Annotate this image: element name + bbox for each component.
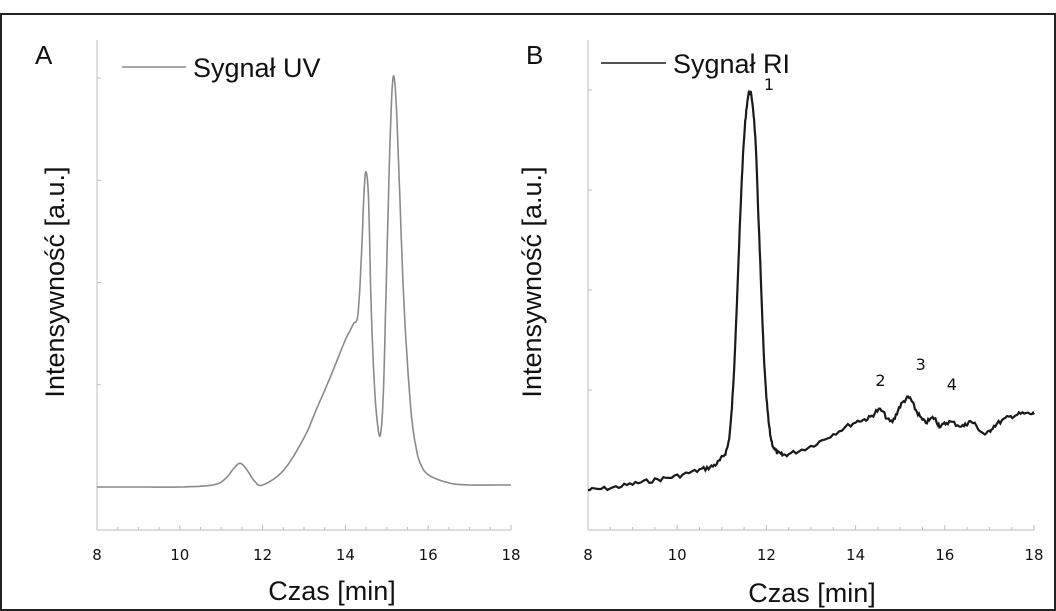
panel-b-legend-label: Sygnał RI [673,49,790,79]
panel-a-letter: A [35,40,53,70]
panel-a-x-tick-label: 16 [419,546,438,564]
panel-a-x-tick-label: 12 [253,546,272,564]
panel-a-legend-label: Sygnał UV [193,53,321,83]
panel-a-x-tick-label: 10 [170,546,189,564]
peak-label-3: 3 [916,355,926,374]
panel-b-x-tick-label: 12 [757,546,776,564]
panel-a-uv-signal-line [97,74,511,488]
panel-a-x-tick-label: 18 [501,546,520,564]
peak-label-1: 1 [764,75,774,94]
panel-b-letter: B [526,40,543,70]
figure-frame [0,13,1056,611]
panel-a-x-axis-label: Czas [min] [268,576,396,606]
panel-b-x-tick-label: 10 [668,546,687,564]
panel-a-axes [96,40,511,531]
panel-b-ri-signal-line [587,89,1035,492]
panel-a-y-axis-label: Intensywność [a.u.] [40,166,70,397]
panel-b-peak-labels: 1 2 3 4 [764,75,957,394]
panel-a: A Sygnał UV Intensywność [a.u.] Czas [mi… [35,40,521,606]
panel-b: B Sygnał RI Intensywność [a.u.] Czas [mi… [517,40,1044,608]
panel-b-x-tick-label: 18 [1024,546,1043,564]
panel-b-x-tick-label: 14 [846,546,865,564]
panel-a-x-tick-label: 14 [336,546,355,564]
panel-b-axes [587,40,1034,531]
peak-label-4: 4 [947,375,957,394]
panel-b-x-tick-label: 8 [583,546,593,564]
panel-a-x-tick-label: 8 [92,546,102,564]
panel-b-y-axis-label: Intensywność [a.u.] [517,166,547,397]
panel-b-x-tick-label: 16 [935,546,954,564]
peak-label-2: 2 [875,371,885,390]
panel-b-x-axis-label: Czas [min] [748,578,876,608]
panel-b-ticks: 8 10 12 14 16 18 [583,89,1044,564]
panel-a-ticks: 8 10 12 14 16 18 [92,77,521,564]
